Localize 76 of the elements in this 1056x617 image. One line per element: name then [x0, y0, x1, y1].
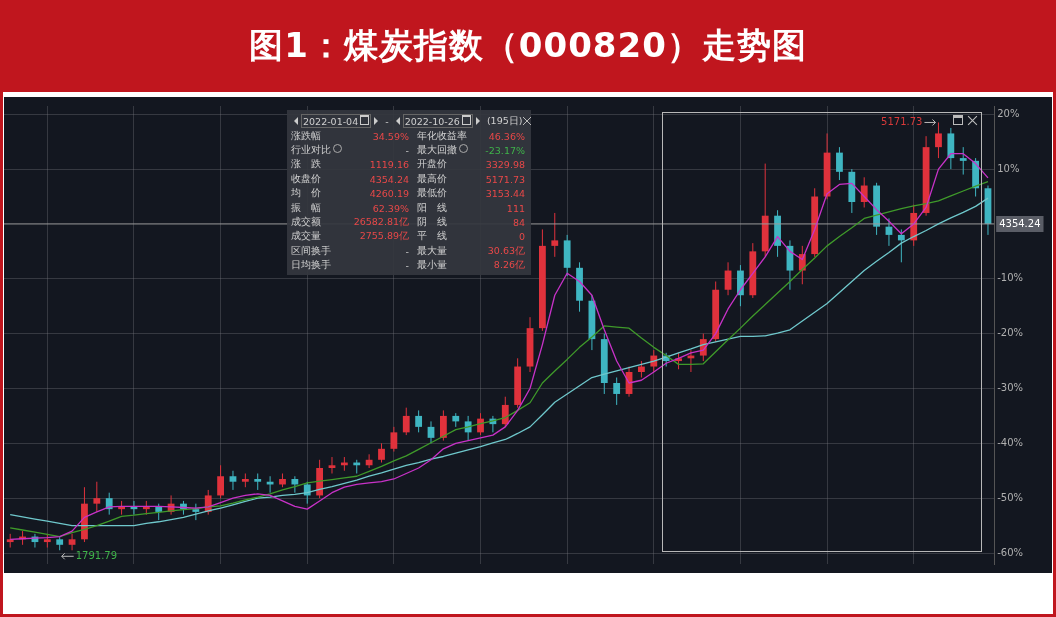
y-tick-label: -60% [997, 546, 1024, 558]
candlestick [613, 377, 621, 406]
candlestick [217, 464, 224, 499]
annotation: 30.63亿 [486, 244, 525, 258]
y-tick-label: -20% [997, 327, 1024, 339]
candlestick [378, 442, 385, 464]
annotation: 2755.89亿 [358, 230, 409, 244]
candlestick [501, 396, 509, 428]
annotation: 3329.98 [484, 159, 525, 171]
y-tick-label: -40% [997, 436, 1024, 448]
annotation: 年化收益率 [416, 129, 467, 143]
annotation: - [404, 145, 409, 157]
annotation: 26582.81亿 [352, 216, 409, 230]
annotation: -23.17% [484, 145, 525, 157]
y-tick-label: -30% [997, 382, 1024, 394]
candlestick [439, 409, 447, 442]
annotation: 84 [511, 217, 525, 229]
chart-title: 图1：煤炭指数（000820）走势图 [249, 24, 807, 67]
annotation: 开盘价 [416, 158, 448, 172]
annotation: 1119.16 [368, 159, 409, 171]
annotation: 34.59% [371, 130, 409, 142]
text: 4354.24 [999, 217, 1041, 229]
annotation: 2022-10-26 [402, 114, 473, 128]
annotation: 阴 线 [416, 216, 448, 230]
annotation: 4354.24 [368, 173, 409, 185]
annotation: 振 幅 [291, 201, 322, 215]
annotation: 46.36% [488, 130, 525, 142]
candlestick [897, 228, 905, 263]
candlestick [402, 407, 410, 436]
annotation: 涨 跌 [291, 158, 322, 172]
annotation: 收盘价 [291, 172, 322, 186]
annotation: 最小量 [416, 259, 448, 273]
annotation: 4260.19 [368, 188, 409, 200]
annotation: 阳 线 [416, 201, 448, 215]
annotation: - [404, 245, 409, 257]
annotation: 62.39% [371, 202, 409, 214]
annotation: 行业对比 [291, 144, 332, 158]
annotation: 最大量 [416, 244, 448, 258]
candlestick [365, 453, 373, 469]
annotation: 日均换手 [291, 259, 332, 273]
annotation: 0 [517, 231, 525, 243]
annotation: - [404, 260, 409, 272]
annotation: 平 线 [416, 230, 448, 244]
candlestick [328, 456, 336, 474]
annotation: 最低价 [416, 187, 448, 201]
candlestick [68, 533, 76, 551]
annotation: 1791.79 [75, 549, 118, 561]
y-tick-label: -10% [997, 272, 1024, 284]
annotation: 均 价 [291, 187, 322, 201]
candlestick [935, 121, 942, 159]
candlestick [551, 212, 559, 258]
annotation: 5171.73 [881, 116, 923, 128]
candlestick [390, 426, 398, 453]
candlestick [959, 146, 967, 176]
annotation: 8.26亿 [492, 259, 525, 273]
annotation: 2022-01-04 [301, 114, 372, 128]
candlestick [93, 481, 101, 513]
annotation: 5171.73 [484, 173, 525, 185]
annotation: 最高价 [416, 172, 448, 186]
annotation: (195日) [486, 114, 523, 128]
y-tick-label: 20% [997, 107, 1020, 119]
annotation: 成交量 [291, 230, 322, 244]
candlestick [291, 475, 299, 494]
annotation: - [385, 115, 389, 127]
y-tick-label: -50% [997, 491, 1024, 503]
candlestick [464, 415, 472, 442]
annotation: 涨跌幅 [291, 129, 322, 143]
annotation: 成交额 [291, 216, 322, 230]
candlestick [415, 409, 423, 433]
y-tick-label: 10% [997, 162, 1020, 174]
candlestick [229, 470, 237, 491]
annotation: 最大回撤 [416, 144, 458, 158]
annotation: 区间换手 [291, 244, 332, 258]
candlestick [836, 146, 843, 181]
annotation: 3153.44 [484, 188, 525, 200]
annotation: 111 [505, 202, 525, 214]
